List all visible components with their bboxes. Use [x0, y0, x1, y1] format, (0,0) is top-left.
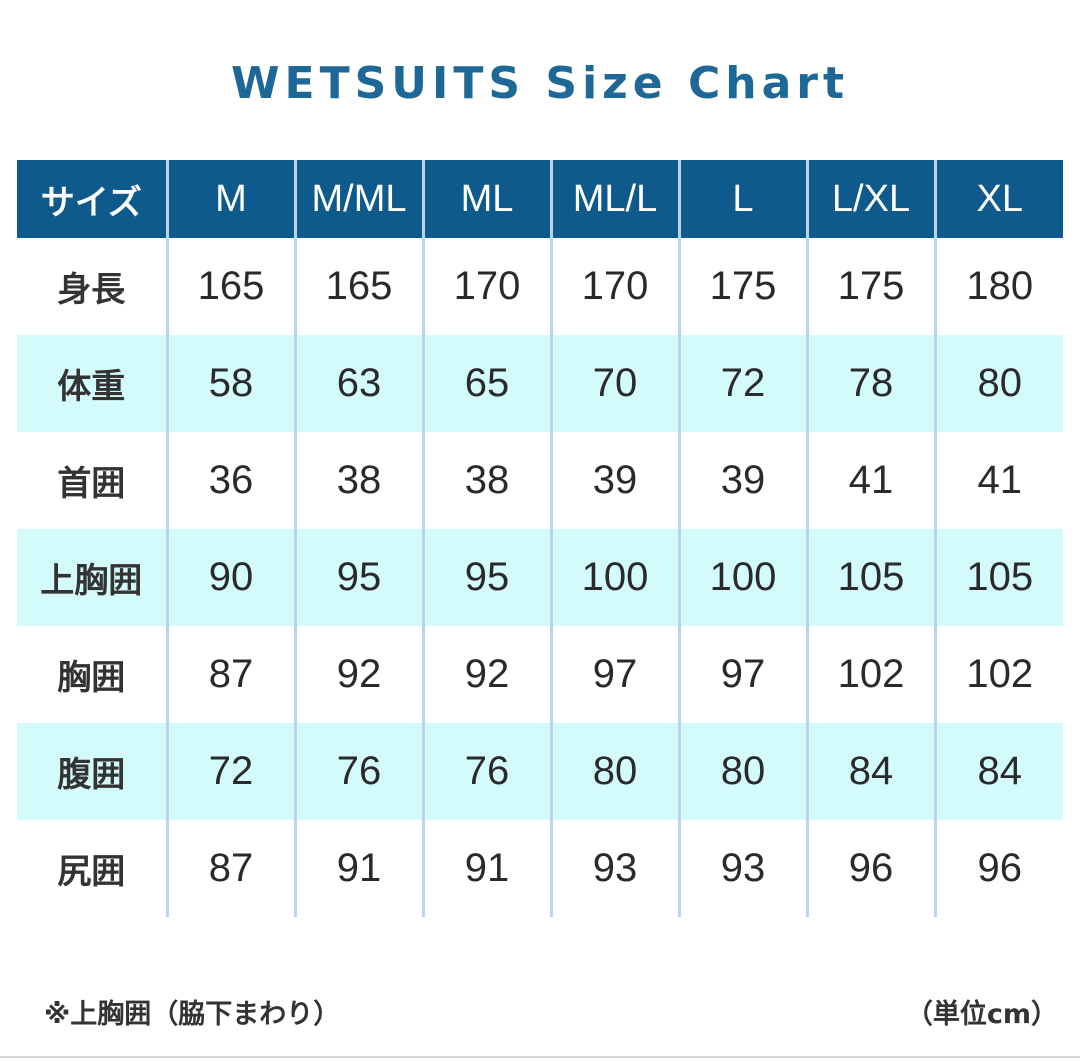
table-cell: 91: [293, 820, 423, 917]
row-label: 胸囲: [57, 658, 126, 698]
table-cell: 41: [933, 432, 1063, 529]
table-cell: 97: [549, 626, 679, 723]
table-cell: 84: [933, 723, 1063, 820]
table-cell: 87: [165, 626, 295, 723]
table-cell: 76: [293, 723, 423, 820]
table-cell: 80: [677, 723, 807, 820]
table-body: 身長 165 165 170 170 175 175 180 体重 58 63 65 70 72 78 80 首…: [17, 238, 1063, 917]
size-chart-table: サイズ M M/ML ML ML/L L L/XL XL 身長 165 165 170…: [17, 160, 1063, 917]
table-cell: 105: [805, 529, 935, 626]
chart-title: WETSUITS Size Chart: [231, 58, 849, 109]
table-cell: 175: [677, 238, 807, 335]
table-cell: 39: [549, 432, 679, 529]
row-label: 腹囲: [17, 723, 167, 820]
table-cell: 102: [805, 626, 935, 723]
table-cell: 170: [421, 238, 551, 335]
unit-note: （単位cm）: [905, 999, 1058, 1030]
table-row: 尻囲 87 91 91 93 93 96 96: [17, 820, 1063, 917]
table-cell: 96: [805, 820, 935, 917]
table-cell: 95: [421, 529, 551, 626]
table-cell: 76: [421, 723, 551, 820]
header-size-m: M: [165, 160, 295, 238]
table-row: 首囲 36 38 38 39 39 41 41: [17, 432, 1063, 529]
table-cell: 63: [293, 335, 423, 432]
header-size-m-ml: M/ML: [293, 160, 423, 238]
table-cell: 72: [165, 723, 295, 820]
header-size-ml: ML: [421, 160, 551, 238]
header-size-l-xl: L/XL: [805, 160, 935, 238]
table-cell: 78: [805, 335, 935, 432]
row-label: 身長: [57, 270, 126, 310]
table-cell: 180: [933, 238, 1063, 335]
table-cell: 92: [293, 626, 423, 723]
row-label: 首囲: [57, 464, 126, 504]
table-cell: 80: [549, 723, 679, 820]
table-cell: 91: [421, 820, 551, 917]
table-cell: 170: [549, 238, 679, 335]
header-size-l: L: [677, 160, 807, 238]
table-cell: 70: [549, 335, 679, 432]
table-cell: 80: [933, 335, 1063, 432]
table-cell: 165: [165, 238, 295, 335]
row-label: 体重: [17, 335, 167, 432]
header-size-ml-l: ML/L: [549, 160, 679, 238]
table-cell: 175: [805, 238, 935, 335]
footnote: ※上胸囲（脇下まわり）: [44, 999, 341, 1030]
table-cell: 39: [677, 432, 807, 529]
table-cell: 36: [165, 432, 295, 529]
table-cell: 96: [933, 820, 1063, 917]
table-cell: 41: [805, 432, 935, 529]
table-cell: 38: [421, 432, 551, 529]
table-cell: 100: [549, 529, 679, 626]
row-label: 上胸囲: [17, 529, 167, 626]
table-cell: 105: [933, 529, 1063, 626]
table-cell: 100: [677, 529, 807, 626]
row-label: 尻囲: [57, 852, 126, 892]
header-size-xl: XL: [933, 160, 1063, 238]
table-cell: 93: [549, 820, 679, 917]
table-cell: 38: [293, 432, 423, 529]
table-row: 体重 58 63 65 70 72 78 80: [17, 335, 1063, 432]
table-row: 腹囲 72 76 76 80 80 84 84: [17, 723, 1063, 820]
table-cell: 90: [165, 529, 295, 626]
table-cell: 93: [677, 820, 807, 917]
header-size-label: サイズ: [17, 160, 167, 238]
table-row: 胸囲 87 92 92 97 97 102 102: [17, 626, 1063, 723]
table-cell: 95: [293, 529, 423, 626]
table-cell: 65: [421, 335, 551, 432]
table-cell: 72: [677, 335, 807, 432]
table-row: 上胸囲 90 95 95 100 100 105 105: [17, 529, 1063, 626]
table-cell: 102: [933, 626, 1063, 723]
table-cell: 97: [677, 626, 807, 723]
bottom-divider: [0, 1056, 1080, 1058]
header-row: サイズ M M/ML ML ML/L L L/XL XL: [17, 160, 1063, 238]
table-cell: 84: [805, 723, 935, 820]
table-cell: 165: [293, 238, 423, 335]
table-cell: 58: [165, 335, 295, 432]
table-cell: 87: [165, 820, 295, 917]
table-cell: 92: [421, 626, 551, 723]
table-row: 身長 165 165 170 170 175 175 180: [17, 238, 1063, 335]
